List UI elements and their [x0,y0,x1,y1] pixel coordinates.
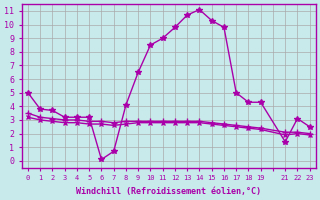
X-axis label: Windchill (Refroidissement éolien,°C): Windchill (Refroidissement éolien,°C) [76,187,261,196]
